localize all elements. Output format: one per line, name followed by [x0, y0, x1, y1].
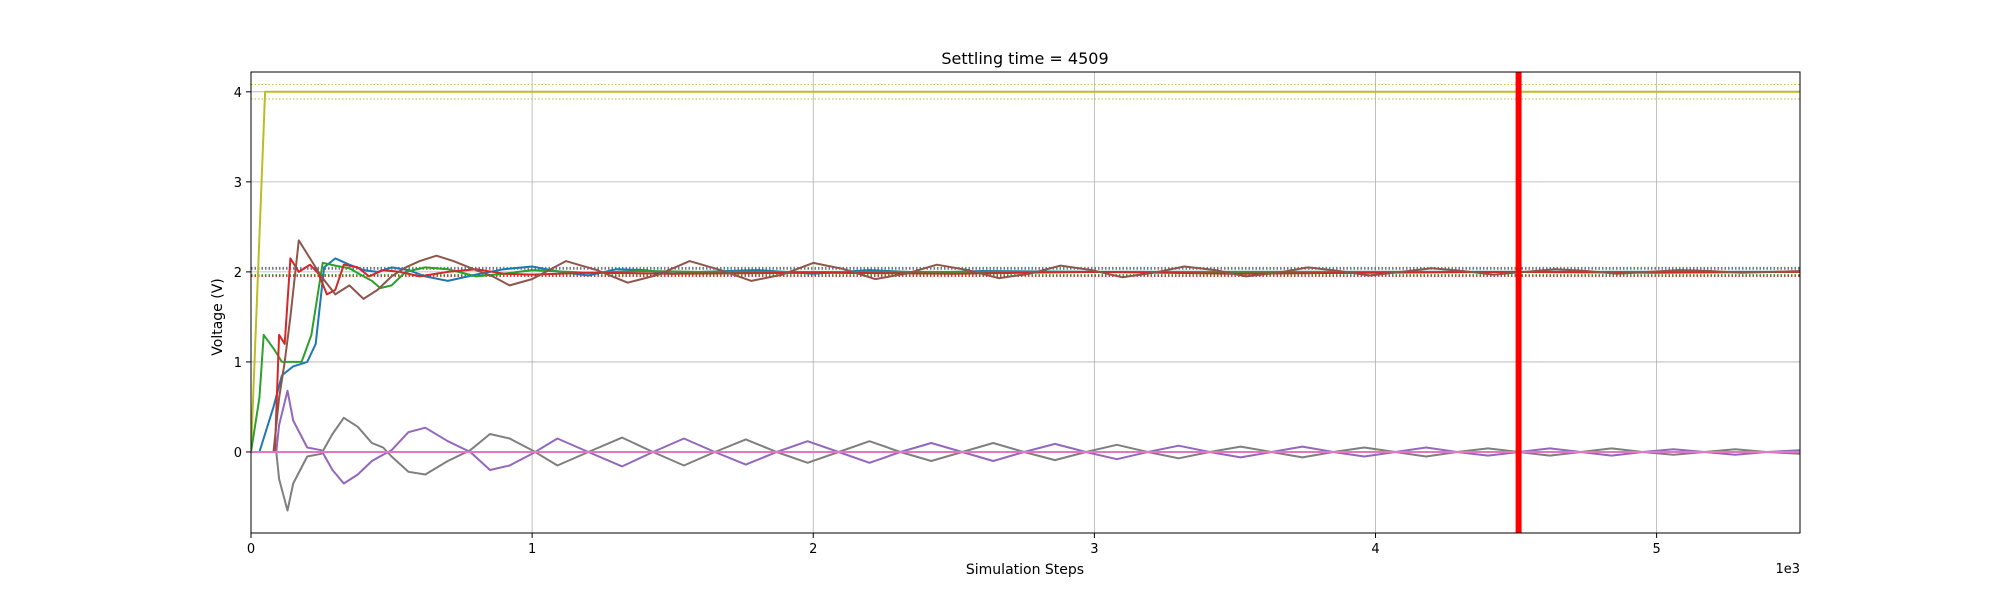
series-line-6: [251, 389, 1800, 485]
x-tick-label-4: 4: [1371, 542, 1379, 557]
series-line-3: [251, 257, 1800, 453]
x-axis-label: Simulation Steps: [966, 562, 1084, 578]
y-axis-label: Voltage (V): [210, 278, 226, 355]
x-tick-label-3: 3: [1090, 542, 1098, 557]
chart-title: Settling time = 4509: [941, 49, 1108, 68]
x-tick-label-0: 0: [247, 542, 255, 557]
x-tick-label-1: 1: [528, 542, 536, 557]
series-line-4: [251, 239, 1800, 453]
x-axis-offset-text: 1e3: [1775, 562, 1800, 577]
y-tick-label-1: 1: [234, 356, 242, 371]
plot-frame: [250, 71, 1801, 534]
y-tick-label-4: 4: [234, 86, 242, 101]
x-tick-label-5: 5: [1652, 542, 1660, 557]
series-line-5: [251, 416, 1800, 512]
series-line-0: [251, 90, 1800, 453]
y-tick-label-0: 0: [234, 446, 242, 461]
series-line-1: [251, 257, 1800, 453]
y-tick-label-2: 2: [234, 266, 242, 281]
series-line-2: [251, 261, 1800, 453]
y-tick-label-3: 3: [234, 176, 242, 191]
x-tick-label-2: 2: [809, 542, 817, 557]
